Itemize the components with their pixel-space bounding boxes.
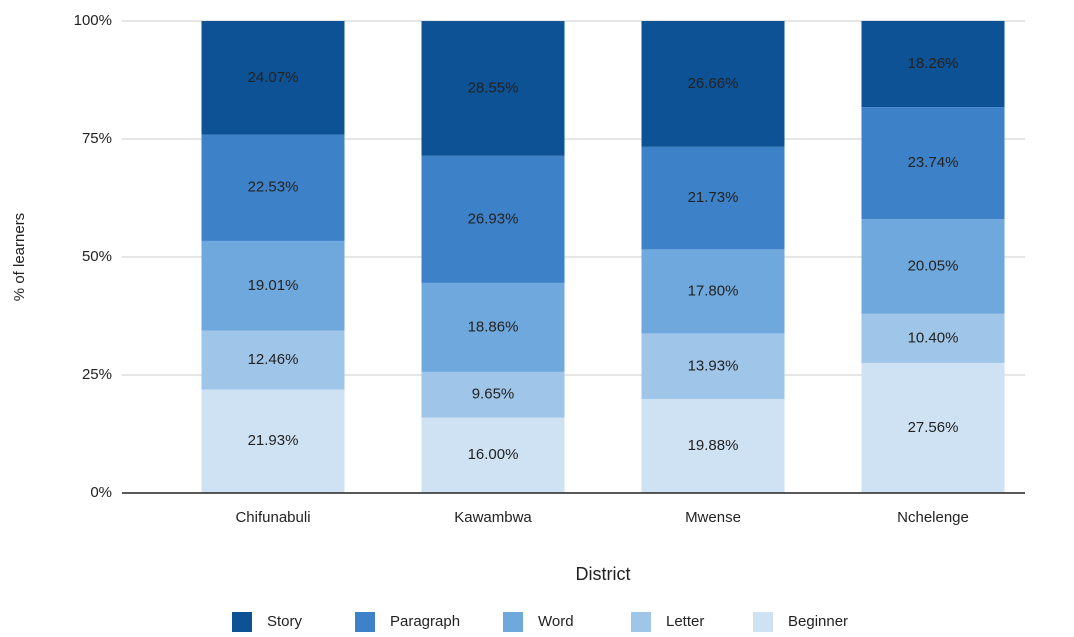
x-tick-label: Mwense: [685, 509, 741, 526]
legend-label: Paragraph: [390, 613, 460, 630]
data-label: 9.65%: [472, 386, 515, 403]
legend-label: Story: [267, 613, 303, 630]
data-label: 19.88%: [688, 437, 739, 454]
legend-swatch: [355, 612, 375, 632]
legend-label: Letter: [666, 613, 704, 630]
bar-segment: [641, 249, 785, 334]
y-tick-label: 100%: [74, 12, 112, 29]
data-label: 27.56%: [908, 419, 959, 436]
bar-segment: [861, 313, 1005, 363]
bar-segment: [201, 389, 345, 493]
bar-segment: [421, 417, 565, 493]
legend-label: Word: [538, 613, 574, 630]
bar-segment: [421, 155, 565, 283]
legend-swatch: [631, 612, 651, 632]
data-label: 21.73%: [688, 189, 739, 206]
data-label: 24.07%: [248, 69, 299, 86]
data-label: 18.86%: [468, 318, 519, 335]
data-label: 20.05%: [908, 257, 959, 274]
bar-segment: [861, 362, 1005, 493]
x-axis-label: District: [576, 564, 631, 584]
bar-segment: [641, 21, 785, 147]
bar-segment: [861, 20, 1005, 108]
data-label: 17.80%: [688, 282, 739, 299]
bar-segment: [861, 219, 1005, 314]
x-tick-label: Chifunabuli: [235, 509, 310, 526]
data-label: 26.93%: [468, 210, 519, 227]
y-axis-label: % of learners: [11, 213, 28, 301]
bar-segment: [421, 21, 565, 156]
y-tick-label: 25%: [82, 366, 112, 383]
data-label: 26.66%: [688, 75, 739, 92]
bar-segment: [861, 107, 1005, 220]
data-label: 28.55%: [468, 79, 519, 96]
legend-swatch: [503, 612, 523, 632]
bar-segment: [201, 240, 345, 331]
bar-segment: [201, 21, 345, 135]
y-tick-label: 75%: [82, 130, 112, 147]
data-label: 12.46%: [248, 351, 299, 368]
data-label: 19.01%: [248, 277, 299, 294]
y-tick-label: 50%: [82, 248, 112, 265]
data-label: 16.00%: [468, 446, 519, 463]
data-label: 22.53%: [248, 179, 299, 196]
data-label: 23.74%: [908, 154, 959, 171]
bar-segment: [201, 134, 345, 241]
data-label: 10.40%: [908, 329, 959, 346]
bar-segment: [421, 371, 565, 418]
x-tick-label: Kawambwa: [454, 509, 532, 526]
bar-segment: [641, 146, 785, 250]
bar-segment: [641, 333, 785, 400]
legend-swatch: [753, 612, 773, 632]
x-tick-label: Nchelenge: [897, 509, 969, 526]
bar-segment: [421, 282, 565, 372]
y-tick-label: 0%: [90, 484, 112, 501]
data-label: 18.26%: [908, 55, 959, 72]
legend-label: Beginner: [788, 613, 848, 630]
bar-segment: [641, 399, 785, 493]
data-label: 21.93%: [248, 432, 299, 449]
legend-swatch: [232, 612, 252, 632]
bar-segment: [201, 330, 345, 390]
data-label: 13.93%: [688, 357, 739, 374]
